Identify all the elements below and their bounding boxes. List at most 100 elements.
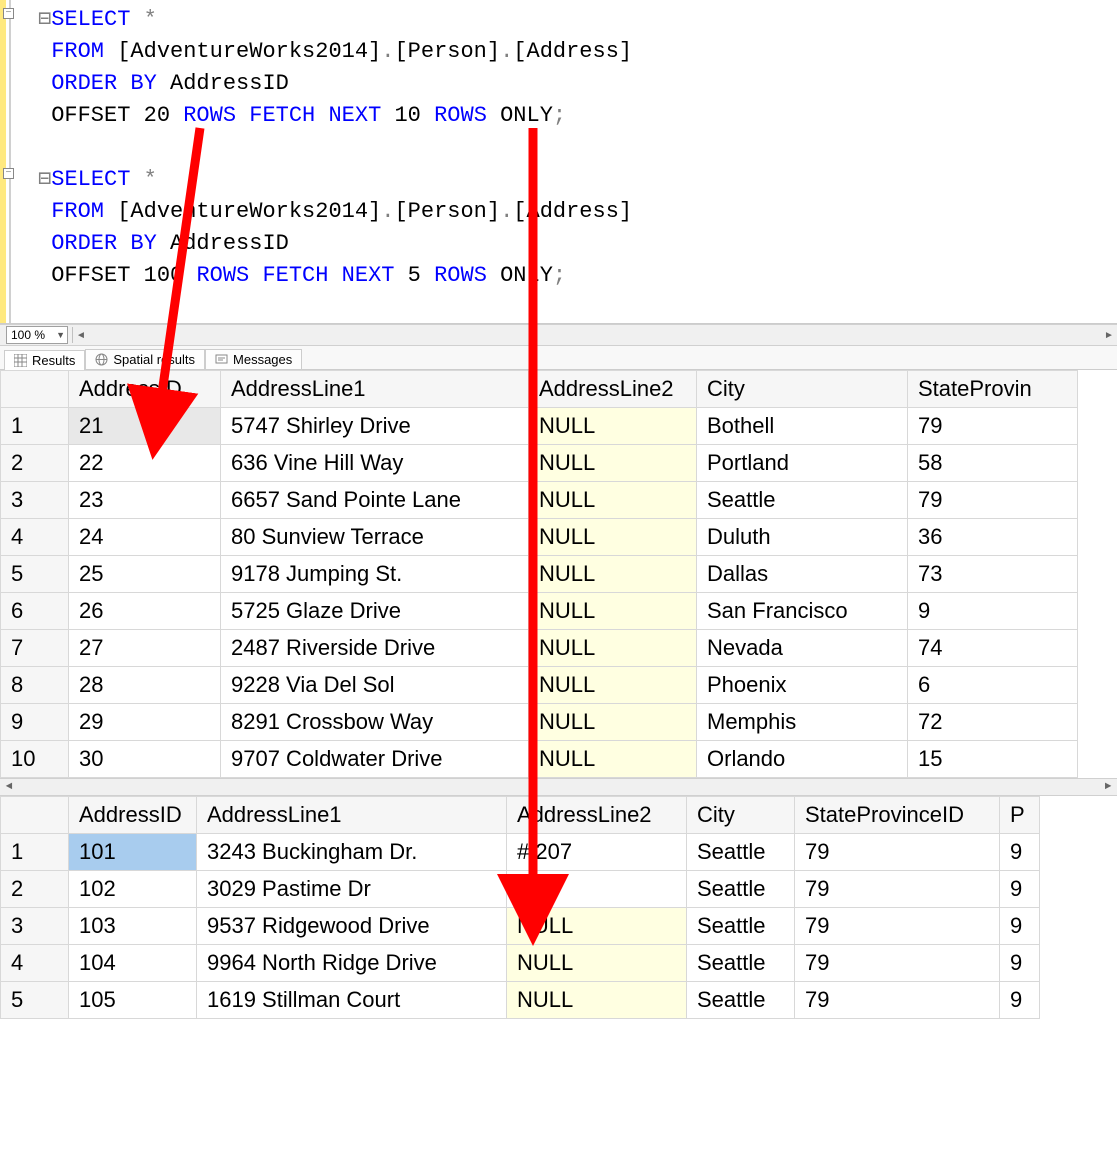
collapse-icon[interactable]: − [3, 8, 14, 19]
cell-addressid[interactable]: 29 [69, 704, 221, 741]
cell-city[interactable]: Seattle [687, 982, 795, 1019]
cell-addressline1[interactable]: 5747 Shirley Drive [221, 408, 529, 445]
cell-addressid[interactable]: 27 [69, 630, 221, 667]
row-header[interactable]: 1 [1, 834, 69, 871]
table-row[interactable]: 1215747 Shirley DriveNULLBothell79 [1, 408, 1078, 445]
cell-addressid[interactable]: 102 [69, 871, 197, 908]
tab-results[interactable]: Results [4, 350, 85, 370]
cell-addressline2[interactable]: NULL [529, 408, 697, 445]
cell-city[interactable]: Phoenix [697, 667, 908, 704]
cell-addressline2[interactable]: NULL [507, 908, 687, 945]
row-header[interactable]: 2 [1, 445, 69, 482]
cell-addressline1[interactable]: 5725 Glaze Drive [221, 593, 529, 630]
cell-addressid[interactable]: 25 [69, 556, 221, 593]
tab-messages[interactable]: Messages [205, 349, 302, 369]
cell-addressline1[interactable]: 9537 Ridgewood Drive [197, 908, 507, 945]
column-header[interactable]: AddressID [69, 371, 221, 408]
cell-city[interactable]: Bothell [697, 408, 908, 445]
cell-addressline1[interactable]: 9228 Via Del Sol [221, 667, 529, 704]
cell-addressline1[interactable]: 636 Vine Hill Way [221, 445, 529, 482]
column-header[interactable]: City [687, 797, 795, 834]
column-header[interactable]: City [697, 371, 908, 408]
row-header[interactable]: 2 [1, 871, 69, 908]
row-header[interactable]: 1 [1, 408, 69, 445]
row-header[interactable]: 3 [1, 908, 69, 945]
cell-stateprovince[interactable]: 9 [908, 593, 1078, 630]
cell-addressline2[interactable]: NULL [529, 667, 697, 704]
table-row[interactable]: 6265725 Glaze DriveNULLSan Francisco9 [1, 593, 1078, 630]
cell-city[interactable]: Orlando [697, 741, 908, 778]
cell-stateprovince[interactable]: 79 [795, 834, 1000, 871]
cell-addressline2[interactable]: NULL [507, 945, 687, 982]
row-header[interactable]: 4 [1, 519, 69, 556]
cell-stateprovince[interactable]: 79 [795, 871, 1000, 908]
cell-addressline2[interactable]: NULL [529, 556, 697, 593]
column-header[interactable]: AddressID [69, 797, 197, 834]
cell-addressid[interactable]: 24 [69, 519, 221, 556]
cell-postal[interactable]: 9 [1000, 871, 1040, 908]
editor-hscroll[interactable]: ◄ ► [72, 327, 1117, 343]
column-header[interactable]: StateProvinceID [795, 797, 1000, 834]
column-header[interactable]: AddressLine1 [197, 797, 507, 834]
collapse-icon[interactable]: − [3, 168, 14, 179]
cell-city[interactable]: Duluth [697, 519, 908, 556]
cell-addressline2[interactable]: NULL [529, 593, 697, 630]
table-row[interactable]: 8289228 Via Del SolNULLPhoenix6 [1, 667, 1078, 704]
cell-city[interactable]: Seattle [687, 945, 795, 982]
cell-city[interactable]: Seattle [697, 482, 908, 519]
cell-addressid[interactable]: 22 [69, 445, 221, 482]
cell-city[interactable]: Portland [697, 445, 908, 482]
cell-addressline2[interactable]: NULL [507, 982, 687, 1019]
cell-postal[interactable]: 9 [1000, 908, 1040, 945]
grid-table[interactable]: AddressIDAddressLine1AddressLine2CitySta… [0, 370, 1078, 778]
cell-city[interactable]: Seattle [687, 908, 795, 945]
cell-stateprovince[interactable]: 36 [908, 519, 1078, 556]
row-header[interactable]: 6 [1, 593, 69, 630]
table-row[interactable]: 11013243 Buckingham Dr.# 207Seattle799 [1, 834, 1040, 871]
cell-addressid[interactable]: 26 [69, 593, 221, 630]
row-header[interactable]: 9 [1, 704, 69, 741]
cell-stateprovince[interactable]: 79 [908, 408, 1078, 445]
cell-addressline1[interactable]: 6657 Sand Pointe Lane [221, 482, 529, 519]
column-header[interactable]: StateProvin [908, 371, 1078, 408]
table-row[interactable]: 5259178 Jumping St.NULLDallas73 [1, 556, 1078, 593]
cell-addressline2[interactable]: # 207 [507, 834, 687, 871]
cell-city[interactable]: Memphis [697, 704, 908, 741]
row-header[interactable]: 4 [1, 945, 69, 982]
cell-stateprovince[interactable]: 79 [795, 982, 1000, 1019]
table-row[interactable]: 10309707 Coldwater DriveNULLOrlando15 [1, 741, 1078, 778]
cell-addressline2[interactable]: NULL [529, 519, 697, 556]
cell-stateprovince[interactable]: 74 [908, 630, 1078, 667]
cell-addressline2[interactable]: # 2 [507, 871, 687, 908]
cell-addressline1[interactable]: 9707 Coldwater Drive [221, 741, 529, 778]
cell-city[interactable]: Seattle [687, 834, 795, 871]
cell-city[interactable]: Seattle [687, 871, 795, 908]
cell-stateprovince[interactable]: 72 [908, 704, 1078, 741]
cell-postal[interactable]: 9 [1000, 945, 1040, 982]
cell-city[interactable]: Dallas [697, 556, 908, 593]
table-row[interactable]: 51051619 Stillman CourtNULLSeattle799 [1, 982, 1040, 1019]
tab-spatial[interactable]: Spatial results [85, 349, 205, 369]
cell-city[interactable]: San Francisco [697, 593, 908, 630]
cell-addressline2[interactable]: NULL [529, 630, 697, 667]
cell-stateprovince[interactable]: 58 [908, 445, 1078, 482]
cell-addressline1[interactable]: 3029 Pastime Dr [197, 871, 507, 908]
cell-postal[interactable]: 9 [1000, 834, 1040, 871]
column-header[interactable]: AddressLine2 [529, 371, 697, 408]
cell-addressline2[interactable]: NULL [529, 704, 697, 741]
table-row[interactable]: 42480 Sunview TerraceNULLDuluth36 [1, 519, 1078, 556]
cell-addressline1[interactable]: 2487 Riverside Drive [221, 630, 529, 667]
cell-stateprovince[interactable]: 79 [795, 945, 1000, 982]
column-header[interactable]: P [1000, 797, 1040, 834]
column-header[interactable]: AddressLine2 [507, 797, 687, 834]
cell-addressline1[interactable]: 9964 North Ridge Drive [197, 945, 507, 982]
cell-addressid[interactable]: 101 [69, 834, 197, 871]
table-row[interactable]: 9298291 Crossbow WayNULLMemphis72 [1, 704, 1078, 741]
cell-addressid[interactable]: 30 [69, 741, 221, 778]
cell-addressid[interactable]: 105 [69, 982, 197, 1019]
cell-stateprovince[interactable]: 79 [908, 482, 1078, 519]
cell-stateprovince[interactable]: 79 [795, 908, 1000, 945]
row-header[interactable]: 10 [1, 741, 69, 778]
row-header[interactable]: 3 [1, 482, 69, 519]
table-row[interactable]: 41049964 North Ridge DriveNULLSeattle799 [1, 945, 1040, 982]
